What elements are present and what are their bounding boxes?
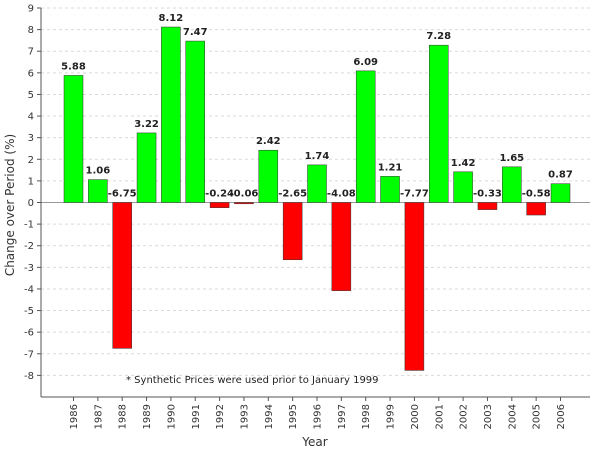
y-tick-label: -5 bbox=[24, 306, 34, 317]
x-tick-label: 1986 bbox=[69, 404, 80, 429]
y-tick-label: -7 bbox=[24, 349, 34, 360]
bar-1987 bbox=[88, 179, 108, 203]
data-label-2003: -0.33 bbox=[473, 189, 502, 200]
bar-1988 bbox=[112, 202, 132, 349]
x-tick-label: 1990 bbox=[166, 404, 177, 429]
x-tick-label: 1989 bbox=[142, 404, 153, 429]
data-label-1990: 8.12 bbox=[159, 13, 184, 24]
bar-2006 bbox=[550, 183, 571, 203]
data-label-1997: -4.08 bbox=[327, 189, 356, 200]
bar-1993 bbox=[234, 202, 254, 205]
data-label-2002: 1.42 bbox=[451, 158, 476, 169]
data-label-2006: 0.87 bbox=[548, 170, 573, 181]
x-tick-label: 1998 bbox=[361, 404, 372, 429]
data-label-1993: -0.06 bbox=[230, 189, 259, 200]
bar-1998 bbox=[355, 70, 376, 203]
x-tick-label: 1996 bbox=[313, 404, 324, 429]
bar-1986 bbox=[63, 75, 84, 203]
bar-2003 bbox=[477, 202, 498, 210]
x-tick-label: 2001 bbox=[434, 404, 445, 429]
bar-1995 bbox=[282, 202, 303, 261]
y-tick-label: 9 bbox=[28, 4, 34, 15]
bar-2001 bbox=[429, 44, 449, 203]
y-tick-label: 0 bbox=[28, 198, 34, 209]
data-label-2005: -0.58 bbox=[522, 189, 551, 200]
bar-1992 bbox=[209, 202, 230, 208]
x-tick-label: 2004 bbox=[507, 404, 518, 429]
x-tick-label: 1993 bbox=[239, 404, 250, 429]
x-tick-label: 1999 bbox=[386, 404, 397, 429]
x-tick-label: 2002 bbox=[459, 404, 470, 429]
y-tick-label: 6 bbox=[28, 68, 34, 79]
y-tick-label: -1 bbox=[24, 220, 34, 231]
y-tick-label: -8 bbox=[24, 371, 34, 382]
y-tick-label: -3 bbox=[24, 263, 34, 274]
bar-1999 bbox=[380, 176, 400, 203]
data-label-1991: 7.47 bbox=[183, 27, 208, 38]
x-tick-label: 1988 bbox=[118, 404, 129, 429]
data-labels: 5.88 1.06 -6.75 3.22 8.12 7.47 -0.24-0.06 2.42 -… bbox=[61, 13, 573, 199]
y-tick-label: -4 bbox=[24, 284, 34, 295]
y-tick-label: 2 bbox=[28, 155, 34, 166]
bar-1989 bbox=[136, 132, 157, 203]
bar-2002 bbox=[453, 171, 473, 203]
x-tick-label: 2003 bbox=[483, 404, 494, 429]
data-label-1998: 6.09 bbox=[353, 57, 378, 68]
y-tick-label: -2 bbox=[24, 241, 34, 252]
x-tick-label: 1995 bbox=[288, 404, 299, 429]
data-label-1989: 3.22 bbox=[134, 119, 159, 130]
bar-1991 bbox=[185, 40, 205, 203]
y-tick-label: 3 bbox=[28, 133, 34, 144]
y-axis-title: Change over Period (%) bbox=[3, 134, 17, 276]
data-label-1999: 1.21 bbox=[378, 162, 403, 173]
data-label-2001: 7.28 bbox=[426, 31, 451, 42]
x-tick-label: 2006 bbox=[556, 404, 567, 429]
data-label-1986: 5.88 bbox=[61, 61, 86, 72]
x-tick-label: 1994 bbox=[264, 404, 275, 429]
y-tick-label: 8 bbox=[28, 25, 34, 36]
x-tick-label: 1997 bbox=[337, 404, 348, 429]
x-tick-label: 2005 bbox=[532, 404, 543, 429]
y-tick-label: 4 bbox=[28, 112, 34, 123]
chart-annotation: * Synthetic Prices were used prior to Ja… bbox=[126, 375, 379, 386]
data-label-2000: -7.77 bbox=[400, 189, 429, 200]
y-tick-label: -6 bbox=[24, 328, 34, 339]
x-axis-ticks: 1986 1987 1988 1989 1990 1991 1992 1993 1994 1995… bbox=[69, 397, 567, 429]
data-label-1994: 2.42 bbox=[256, 136, 281, 147]
data-label-1995: -2.65 bbox=[278, 189, 307, 200]
bar-2005 bbox=[526, 202, 546, 216]
data-label-1996: 1.74 bbox=[305, 151, 330, 162]
data-label-1988: -6.75 bbox=[108, 189, 137, 200]
bar-1990 bbox=[161, 26, 181, 203]
bar-1996 bbox=[307, 164, 327, 203]
y-axis-ticks: 9 8 7 6 5 4 3 2 1 0 -1 -2 -3 -4 -5 -6 -7 -8 bbox=[24, 4, 41, 382]
x-tick-label: 1987 bbox=[93, 404, 104, 429]
y-tick-label: 1 bbox=[28, 176, 34, 187]
bar-2004 bbox=[502, 166, 522, 203]
y-tick-label: 5 bbox=[28, 90, 34, 101]
bars bbox=[63, 26, 571, 371]
data-label-1992: -0.24 bbox=[205, 189, 234, 200]
bar-1997 bbox=[331, 202, 352, 291]
x-tick-label: 1991 bbox=[191, 404, 202, 429]
y-tick-label: 7 bbox=[28, 47, 34, 58]
bar-1994 bbox=[258, 149, 279, 203]
bar-2000 bbox=[404, 202, 425, 371]
x-tick-label: 1992 bbox=[215, 404, 226, 429]
data-label-1987: 1.06 bbox=[86, 166, 111, 177]
x-axis-title: Year bbox=[301, 435, 327, 449]
data-label-2004: 1.65 bbox=[499, 153, 524, 164]
x-tick-label: 2000 bbox=[410, 404, 421, 429]
